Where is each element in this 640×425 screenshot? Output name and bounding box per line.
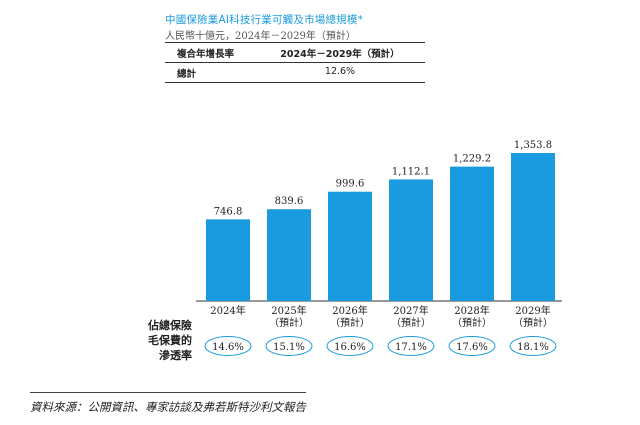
cagr-table: 複合年增長率 2024年－2029年（預計） 總計 12.6% xyxy=(165,42,425,83)
tick-label-4: 2028年 xyxy=(454,304,489,317)
tick-sublabel-4: （預計） xyxy=(452,316,492,329)
tick-sublabel-2: （預計） xyxy=(330,316,370,329)
cagr-table-total-row: 總計 12.6% xyxy=(165,63,425,83)
penetration-ellipse-2 xyxy=(326,336,374,356)
tick-sublabel-1: （預計） xyxy=(269,316,309,329)
chart-title: 中國保險業AI科技行業可觸及市場總規模* xyxy=(165,14,364,26)
tick-label-2: 2026年 xyxy=(332,304,367,317)
penetration-value-0: 14.6% xyxy=(212,342,244,353)
cagr-table-header-row: 複合年增長率 2024年－2029年（預計） xyxy=(165,42,425,63)
penetration-value-1: 15.1% xyxy=(273,342,305,353)
penetration-label-line-3: 滲透率 xyxy=(159,349,192,362)
bar-1 xyxy=(267,209,311,301)
data-label-2: 999.6 xyxy=(336,179,365,190)
data-label-0: 746.8 xyxy=(214,206,243,217)
data-label-4: 1,229.2 xyxy=(453,154,491,165)
penetration-value-2: 16.6% xyxy=(334,342,366,353)
data-label-5: 1,353.8 xyxy=(514,140,552,151)
data-label-3: 1,112.1 xyxy=(392,166,430,177)
bar-0 xyxy=(206,219,250,301)
bar-4 xyxy=(450,166,494,301)
cagr-total-label: 總計 xyxy=(177,69,197,80)
penetration-ellipse-0 xyxy=(204,336,252,356)
penetration-label: 佔總保險 毛保費的 滲透率 xyxy=(122,318,192,363)
tick-label-3: 2027年 xyxy=(393,304,428,317)
penetration-ellipse-5 xyxy=(509,336,557,356)
penetration-label-line-2: 毛保費的 xyxy=(148,334,192,347)
penetration-value-4: 17.6% xyxy=(456,342,488,353)
cagr-period-header: 2024年－2029年（預計） xyxy=(280,49,400,60)
source-note: 資料來源：公開資訊、專家訪談及弗若斯特沙利文報告 xyxy=(30,392,306,415)
penetration-ellipse-3 xyxy=(387,336,435,356)
bar-2 xyxy=(328,191,372,301)
chart-subtitle: 人民幣十億元，2024年－2029年（預計） xyxy=(165,31,356,42)
tick-sublabel-3: （預計） xyxy=(391,316,431,329)
bar-5 xyxy=(511,153,555,301)
bar-3 xyxy=(389,179,433,301)
cagr-header-label: 複合年增長率 xyxy=(177,49,235,60)
data-label-1: 839.6 xyxy=(275,196,304,207)
penetration-ellipse-1 xyxy=(265,336,313,356)
penetration-value-5: 18.1% xyxy=(517,342,549,353)
penetration-ellipse-4 xyxy=(448,336,496,356)
penetration-label-line-1: 佔總保險 xyxy=(148,319,192,332)
tick-label-1: 2025年 xyxy=(271,304,306,317)
cagr-total-value: 12.6% xyxy=(324,66,356,77)
penetration-value-3: 17.1% xyxy=(395,342,427,353)
tick-label-0: 2024年 xyxy=(210,304,245,317)
tick-sublabel-5: （預計） xyxy=(513,316,553,329)
tick-label-5: 2029年 xyxy=(515,304,550,317)
